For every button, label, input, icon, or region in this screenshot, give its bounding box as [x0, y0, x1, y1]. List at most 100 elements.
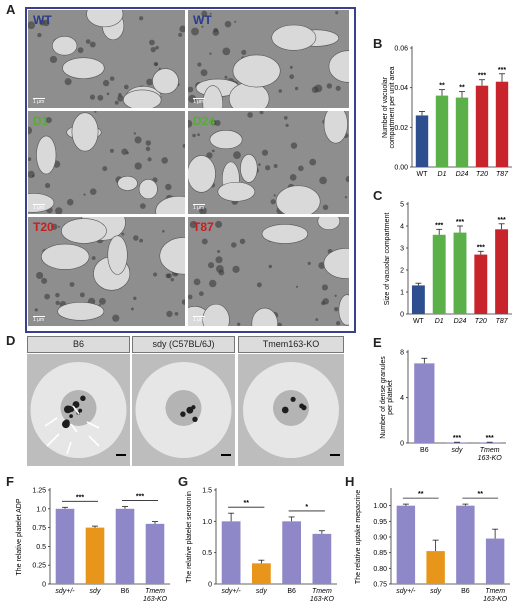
significance-label: ** [478, 491, 484, 498]
micrograph-label: T87 [193, 220, 214, 234]
platelet-header: sdy (C57BL/6J) [132, 336, 235, 353]
micrograph-3: D1 1 μm [28, 111, 185, 214]
tick-label-y: 0.75 [32, 525, 46, 532]
significance-label: *** [456, 219, 464, 226]
panel-label-b: B [373, 36, 383, 51]
significance-label: *** [498, 67, 506, 74]
tick-label-x: D24 [454, 318, 467, 325]
tick-label-x: sdy [256, 588, 267, 595]
tick-label-x: sdy [452, 447, 463, 454]
tick-label-y: 0.85 [373, 550, 387, 557]
micrograph-texture [28, 10, 185, 108]
axis-label-y: The relative platelet ADP [16, 498, 23, 575]
chart-platelet-serotonin: The relative platelet serotonin 0 0.5 1.0 1.… [186, 488, 337, 603]
bar [312, 533, 332, 584]
bar [415, 115, 429, 167]
panel-label-g: G [178, 474, 189, 489]
tick-label-x: sdy [430, 588, 441, 595]
bar [432, 234, 446, 314]
panel-label-d: D [6, 333, 16, 348]
bar [435, 95, 449, 167]
micrograph-label: WT [193, 13, 212, 27]
tick-label-x: B6 [121, 588, 130, 595]
tick-label-x: B6 [287, 588, 296, 595]
tick-label-y: 0.75 [373, 582, 387, 589]
bar [474, 254, 488, 314]
bar [446, 442, 468, 444]
micrograph-label: T20 [33, 220, 54, 234]
tick-label-y: 8 [400, 350, 404, 357]
axis-label-y: The relative platelet serotonin [186, 491, 193, 583]
bar [475, 85, 489, 167]
tick-label-x: sdy+/- [396, 588, 416, 595]
significance-label: ** [418, 491, 424, 498]
scale-bar-label: 1 μm [193, 204, 206, 211]
arrow-icon [70, 423, 78, 433]
tick-label-y: 1.00 [373, 503, 387, 510]
platelet-image [132, 354, 235, 466]
tick-label-y: 0.02 [394, 125, 408, 132]
panel-label-c: C [373, 188, 383, 203]
tick-label-y: 0 [42, 582, 46, 589]
bar [495, 81, 509, 167]
axis-label-y: The relative uptake mepacrine [355, 490, 362, 584]
scale-bar-label: 1 μm [33, 204, 46, 211]
bar [85, 527, 105, 584]
bar [455, 97, 469, 167]
significance-label: ** [439, 83, 445, 90]
tick-label-y: 0.25 [32, 563, 46, 570]
micrograph-grid-frame [25, 7, 356, 333]
tick-label-y: 1.5 [202, 488, 212, 495]
significance-label: *** [477, 244, 485, 251]
significance-label: *** [486, 435, 494, 442]
tick-label-x: T20 [475, 318, 487, 325]
bar [221, 521, 241, 584]
chart-vacuole-size: Size of vacuolar compartment 0 1 2 3 4 5 WT *** D… [384, 202, 512, 325]
tick-label-x: Tmem [145, 588, 165, 595]
axis-label-y: Size of vacuolar compartment [384, 213, 391, 306]
tick-label-x: Tmem [485, 588, 505, 595]
tick-label-x: 163-KO [310, 596, 335, 603]
tick-label-y: 0.00 [394, 165, 408, 172]
tick-label-x: sdy+/- [55, 588, 75, 595]
chart-vacuole-number: Number of vacuolar compartment per unit a… [382, 46, 512, 178]
scale-bar-label: 1 μm [193, 316, 206, 323]
tick-label-y: 1 [400, 290, 404, 297]
bar [145, 523, 165, 584]
tick-label-y: 0 [208, 582, 212, 589]
significance-label: *** [136, 494, 144, 501]
platelet-illustration [238, 354, 344, 466]
scale-bar-label: 1 μm [33, 98, 46, 105]
tick-label-x: D24 [456, 171, 469, 178]
tick-label-y: 1.0 [36, 506, 46, 513]
axis-label-y: Number of dense granules [380, 356, 387, 439]
tick-label-x: T20 [476, 171, 488, 178]
axis-label-y: compartment per unit area [389, 66, 396, 148]
tick-label-x: Tmem [480, 447, 500, 454]
tick-label-x: T87 [496, 171, 509, 178]
tick-label-y: 0.06 [394, 46, 408, 53]
tick-label-x: 163-KO [478, 455, 503, 462]
significance-label: *** [478, 73, 486, 80]
bar [453, 232, 467, 314]
chart-dense-granules: Number of dense granules per platelet 0 4 8 B… [380, 350, 506, 462]
significance-label: ** [244, 500, 250, 507]
significance-label: *** [498, 217, 506, 224]
tick-label-x: WT [417, 171, 429, 178]
micrograph-label: D1 [33, 114, 49, 128]
micrograph-texture [188, 10, 349, 108]
chart-mepacrine-uptake: The relative uptake mepacrine 0.75 0.80 0.8… [355, 488, 510, 603]
tick-label-x: 163-KO [143, 596, 168, 603]
micrograph-5: T20 1 μm [28, 217, 185, 326]
micrograph-texture [28, 111, 185, 214]
significance-label: *** [435, 222, 443, 229]
significance-label: ** [459, 85, 465, 92]
scale-bar-label: 1 μm [33, 316, 46, 323]
bar [426, 551, 445, 584]
micrograph-texture [28, 217, 185, 326]
tick-label-y: 0.95 [373, 519, 387, 526]
tick-label-x: B6 [461, 588, 470, 595]
arrow-icon [72, 405, 80, 415]
tick-label-y: 1.25 [32, 488, 46, 495]
platelet-image [238, 354, 344, 466]
